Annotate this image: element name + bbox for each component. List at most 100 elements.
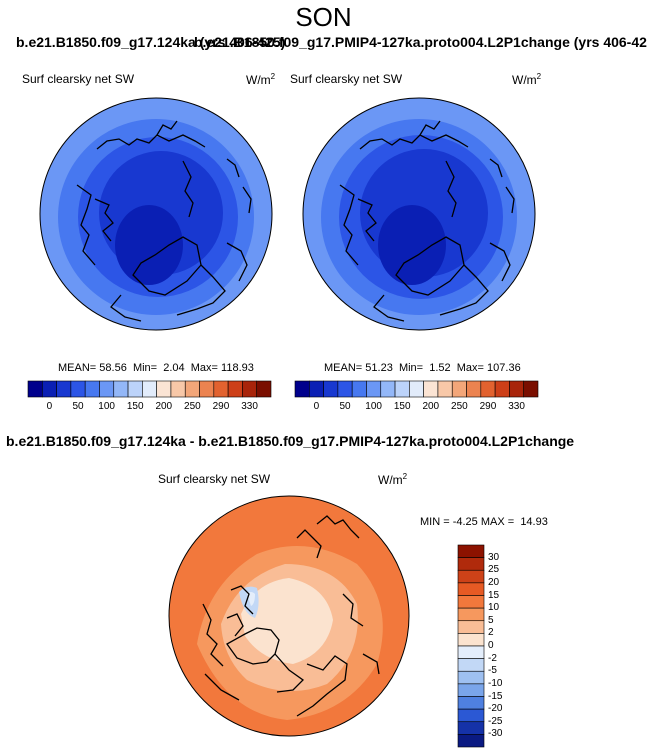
colorbar-3-swatch xyxy=(457,670,485,685)
colorbar-2-swatch xyxy=(494,380,510,398)
colorbar-1-swatch xyxy=(242,380,258,398)
colorbar-3-tick-label: -25 xyxy=(488,715,503,727)
colorbar-2-tick-label: 290 xyxy=(479,401,497,412)
colorbar-3-swatch xyxy=(457,645,485,659)
figure-title: SON xyxy=(295,2,352,32)
colorbar-1-swatch xyxy=(170,380,186,398)
colorbar-1-swatch xyxy=(70,380,86,398)
colorbar-2-tick-label: 150 xyxy=(393,401,411,412)
colorbar-1-swatch xyxy=(213,380,229,398)
panel-2-stats: MEAN= 51.23 Min= 1.52 Max= 107.36 xyxy=(324,362,521,374)
colorbar-3-tick-label: 30 xyxy=(488,551,500,563)
colorbar-3-labels: 30 25 20 15 10 5 2 0 -2 -5 -10 -15 -20 -25 -30 xyxy=(488,545,528,747)
colorbar-3-tick-label: -15 xyxy=(488,690,503,702)
colorbar-2-tick-label: 0 xyxy=(313,401,320,412)
map3-border xyxy=(168,495,410,737)
colorbar-2-swatch xyxy=(523,380,539,398)
colorbar-1-swatch xyxy=(199,380,215,398)
colorbar-2-swatch xyxy=(380,380,396,398)
diff-title: b.e21.B1850.f09_g17.124ka - b.e21.B1850.… xyxy=(6,433,575,449)
colorbar-3-tick-label: 2 xyxy=(488,627,494,639)
colorbar-2-swatch xyxy=(323,380,339,398)
colorbar-3-swatch xyxy=(457,734,485,748)
colorbar-1-swatch xyxy=(41,380,57,398)
colorbar-3-swatch xyxy=(457,544,485,558)
colorbar-3-tick-label: 5 xyxy=(488,614,494,626)
colorbar-1-swatch xyxy=(184,380,200,398)
colorbar-3-swatch xyxy=(457,557,485,571)
panel-2-units: W/m2 xyxy=(512,72,542,87)
colorbar-2-labels: 0 50 100 150 200 250 290 330 xyxy=(295,401,538,415)
panel-3-stats: MIN = -4.25 MAX = 14.93 xyxy=(420,516,548,528)
colorbar-2-swatch xyxy=(294,380,310,398)
panel-3-label: Surf clearsky net SW xyxy=(158,472,271,486)
colorbar-2-swatch xyxy=(451,380,467,398)
panel-1-units: W/m2 xyxy=(246,72,276,87)
colorbar-3-tick-label: 0 xyxy=(488,640,494,651)
colorbar-3-tick-label: -5 xyxy=(488,665,497,677)
polar-map-1 xyxy=(39,97,273,331)
colorbar-3-tick-label: -30 xyxy=(488,728,503,740)
colorbar-1-swatch xyxy=(99,380,115,398)
colorbar-1-tick-label: 100 xyxy=(98,401,115,412)
map1-band-5 xyxy=(115,205,183,285)
colorbar-2-tick-label: 250 xyxy=(451,401,468,412)
colorbar-3-swatch xyxy=(457,658,485,672)
colorbar-1-labels: 0 50 100 150 200 250 290 330 xyxy=(28,401,271,415)
colorbar-3-tick-label: -20 xyxy=(488,703,503,715)
colorbar-2-swatch xyxy=(509,380,525,398)
colorbar-3-tick-label: 25 xyxy=(488,564,500,576)
colorbar-3-swatch xyxy=(457,633,485,647)
colorbar-2-tick-label: 100 xyxy=(365,401,382,412)
panel-1-label: Surf clearsky net SW xyxy=(22,72,135,86)
colorbar-3-swatch xyxy=(457,595,485,609)
map2-band-5 xyxy=(378,205,446,285)
colorbar-2-swatch xyxy=(423,380,439,398)
map1-border xyxy=(39,97,273,331)
colorbar-3-swatch xyxy=(457,582,485,596)
colorbar-3-tick-label: -2 xyxy=(488,652,497,664)
colorbar-3-swatch xyxy=(457,708,485,723)
colorbar-3-swatch xyxy=(457,696,485,710)
colorbar-1-swatch xyxy=(227,380,243,398)
colorbar-1-swatch xyxy=(156,380,172,398)
colorbar-1-tick-label: 250 xyxy=(184,401,201,412)
colorbar-1-swatch xyxy=(127,380,143,398)
colorbar-1-tick-label: 200 xyxy=(155,401,173,412)
subtitle-left: b.e21.B1850.f09_g17.124ka (yrs 406-425) xyxy=(16,34,286,50)
colorbar-2-swatch xyxy=(480,380,496,398)
map2-border xyxy=(302,97,536,331)
colorbar-3-swatch xyxy=(457,683,485,697)
colorbar-3-swatch xyxy=(457,620,485,634)
colorbar-2-swatch xyxy=(466,380,482,398)
colorbar-3-swatch xyxy=(457,721,485,735)
map3-coastlines xyxy=(202,515,380,717)
colorbar-1-swatch xyxy=(84,380,100,398)
colorbar-2-swatch xyxy=(366,380,382,398)
colorbar-2-tick-label: 50 xyxy=(339,401,351,412)
colorbar-2-swatch xyxy=(437,380,453,398)
colorbar-3-tick-label: 10 xyxy=(488,602,500,614)
colorbar-1-tick-label: 0 xyxy=(46,401,53,412)
map1-coastlines xyxy=(76,120,252,322)
colorbar-2-tick-label: 200 xyxy=(422,401,440,412)
polar-map-diff xyxy=(168,495,410,737)
colorbar-1-swatch xyxy=(256,380,272,398)
colorbar-2-swatch xyxy=(394,380,410,398)
polar-map-2 xyxy=(302,97,536,331)
colorbar-1 xyxy=(27,380,272,398)
colorbar-2-swatch xyxy=(308,380,324,398)
map3-band-4 xyxy=(241,578,333,664)
map2-coastlines xyxy=(339,120,515,322)
colorbar-1-swatch xyxy=(56,380,72,398)
panel-2-label: Surf clearsky net SW xyxy=(290,72,403,86)
colorbar-3 xyxy=(457,544,485,748)
colorbar-2-swatch xyxy=(337,380,353,398)
colorbar-1-tick-label: 150 xyxy=(126,401,144,412)
colorbar-3-swatch xyxy=(457,607,485,622)
colorbar-1-swatch xyxy=(27,380,43,398)
subtitle-right: b.e21.B1850.f09_g17.PMIP4-127ka.proto004… xyxy=(194,34,647,50)
colorbar-2 xyxy=(294,380,539,398)
colorbar-2-swatch xyxy=(351,380,367,398)
colorbar-1-swatch xyxy=(142,380,157,398)
